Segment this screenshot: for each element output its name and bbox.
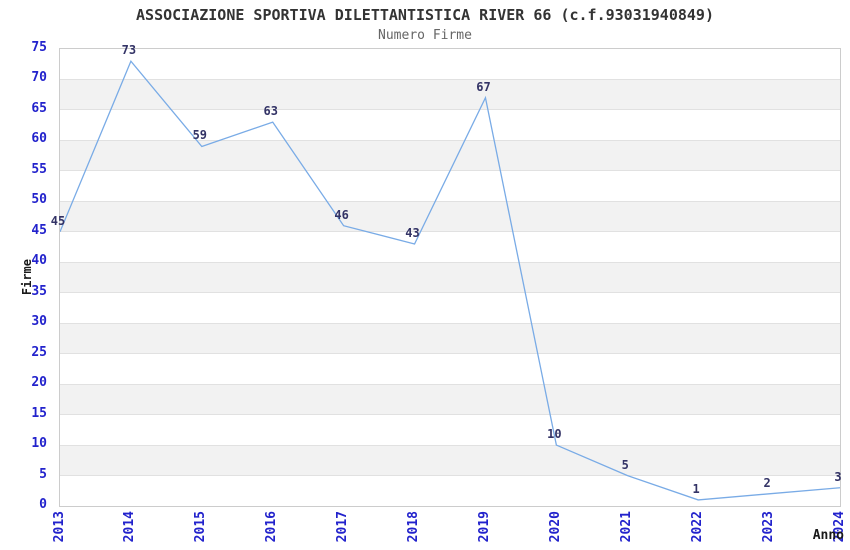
x-tick-label: 2017 xyxy=(335,511,351,543)
point-label: 1 xyxy=(692,481,700,496)
point-label: 73 xyxy=(121,43,137,58)
y-tick-label: 5 xyxy=(39,466,47,482)
gridline xyxy=(60,200,840,202)
point-label: 43 xyxy=(405,225,420,240)
gridline xyxy=(60,78,840,80)
x-tick-label: 2014 xyxy=(122,511,138,543)
y-tick-label: 30 xyxy=(31,314,47,330)
gridline xyxy=(60,414,840,416)
point-label: 3 xyxy=(834,469,842,484)
y-tick-label: 10 xyxy=(31,436,47,452)
y-tick-label: 65 xyxy=(31,100,47,116)
x-tick-label: 2023 xyxy=(760,511,776,543)
point-label: 46 xyxy=(334,207,349,222)
gridline xyxy=(60,322,840,324)
x-tick-label: 2021 xyxy=(618,511,634,543)
y-tick-label: 75 xyxy=(31,40,47,55)
gridline xyxy=(60,109,840,111)
grid-band xyxy=(60,445,840,476)
data-polyline xyxy=(60,59,840,501)
grid-band xyxy=(60,49,840,80)
gridline xyxy=(60,231,840,233)
x-tick-label: 2016 xyxy=(264,511,280,543)
grid-band xyxy=(60,262,840,293)
gridline xyxy=(60,353,840,355)
grid-band xyxy=(60,384,840,415)
y-tick-label: 35 xyxy=(31,283,47,299)
point-label: 63 xyxy=(263,104,278,119)
y-tick-label: 60 xyxy=(31,131,47,147)
y-tick-label: 20 xyxy=(31,375,47,391)
line-series-svg xyxy=(60,59,840,501)
gridline xyxy=(60,444,840,446)
y-tick-label: 70 xyxy=(31,70,47,86)
x-tick-label: 2013 xyxy=(51,511,67,543)
point-label: 5 xyxy=(621,457,629,472)
point-label: 45 xyxy=(50,213,66,228)
y-tick-label: 0 xyxy=(39,497,47,512)
gridline xyxy=(60,292,840,294)
y-tick-label: 45 xyxy=(31,222,47,238)
x-tick-label: 2022 xyxy=(689,511,705,543)
gridline xyxy=(60,475,840,477)
plot-area: 45 73 59 63 46 43 67 10 5 1 2 3 xyxy=(51,43,842,507)
y-axis-title: Firme xyxy=(20,258,34,296)
y-tick-label: 50 xyxy=(31,192,47,208)
x-tick-label: 2019 xyxy=(476,511,492,543)
grid-band xyxy=(60,109,840,141)
y-tick-label: 15 xyxy=(31,405,47,421)
y-tick-label: 55 xyxy=(31,161,47,177)
gridline xyxy=(60,383,840,385)
grid-band xyxy=(60,201,840,232)
grid-band xyxy=(60,140,840,171)
x-tick-label: 2020 xyxy=(547,511,563,543)
grid-band xyxy=(60,323,840,354)
chart-title: ASSOCIAZIONE SPORTIVA DILETTANTISTICA RI… xyxy=(136,6,714,24)
x-tick-label: 2015 xyxy=(193,511,209,543)
x-tick-label: 2018 xyxy=(406,511,422,543)
grid-band xyxy=(60,231,840,263)
grid-band xyxy=(60,414,840,446)
point-label: 10 xyxy=(547,427,562,442)
grid-band xyxy=(60,353,840,385)
point-label: 2 xyxy=(763,475,771,490)
grid-band xyxy=(60,170,840,202)
grid-band xyxy=(60,292,840,324)
chart-subtitle: Numero Firme xyxy=(378,28,472,43)
grid-band xyxy=(60,79,840,110)
x-axis-title: Anno xyxy=(812,528,844,543)
point-label: 59 xyxy=(192,128,208,143)
y-tick-label: 40 xyxy=(31,253,47,269)
gridline xyxy=(60,139,840,141)
y-tick-label: 25 xyxy=(31,344,47,360)
point-label: 67 xyxy=(476,79,491,94)
grid-band xyxy=(60,475,840,506)
gridline xyxy=(60,261,840,263)
